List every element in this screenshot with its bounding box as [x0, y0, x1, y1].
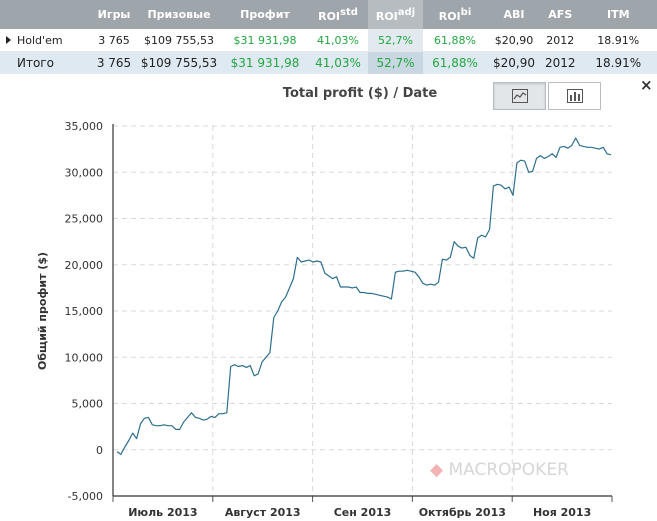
bar-chart-icon: [566, 89, 583, 103]
cell-prize: $109 755,53: [136, 29, 222, 52]
x-tick-label: Ноя 2013: [533, 506, 591, 519]
y-tick-label: 5,000: [72, 398, 104, 411]
stats-header-row: Игры Призовые Профит ROIstd ROIadj ROIbi…: [0, 0, 657, 29]
chart-title: Total profit ($) / Date: [282, 86, 438, 101]
y-axis-label: Общий профит ($): [36, 252, 49, 370]
cell-roi-bi: 61,88%: [423, 29, 487, 52]
cell-roi-adj: 52,7%: [368, 29, 423, 52]
header-roi-std[interactable]: ROIstd: [308, 0, 368, 29]
close-icon[interactable]: ×: [640, 76, 653, 94]
y-tick-label: 35,000: [65, 120, 104, 133]
y-tick-label: 30,000: [65, 166, 104, 179]
stats-table: Игры Призовые Профит ROIstd ROIadj ROIbi…: [0, 0, 657, 74]
header-roi-bi[interactable]: ROIbi: [423, 0, 487, 29]
header-profit[interactable]: Профит: [222, 0, 308, 29]
y-tick-label: 15,000: [65, 305, 104, 318]
cell-abi: $20,90: [487, 29, 541, 52]
x-tick-label: Сен 2013: [334, 506, 392, 519]
header-games[interactable]: Игры: [92, 0, 136, 29]
bar-view-button[interactable]: [548, 82, 601, 110]
table-row-total: Итого 3 765 $109 755,53 $31 931,98 41,03…: [0, 51, 657, 74]
header-abi[interactable]: ABI: [487, 0, 541, 29]
y-tick-label: 0: [96, 444, 103, 457]
cell-roi-std: 41,03%: [308, 29, 368, 52]
y-axis: -5,000 0 5,000 10,000 15,000 20,000 25,000 30,0…: [65, 120, 114, 503]
line-chart-icon: [511, 89, 528, 103]
cell-abi: $20,90: [487, 51, 541, 74]
x-tick-label: Август 2013: [225, 506, 301, 519]
cell-itm: 18.91%: [579, 29, 657, 52]
header-afs[interactable]: AFS: [541, 0, 580, 29]
profit-series-line: [116, 137, 612, 455]
header-name: [0, 0, 92, 29]
cell-games: 3 765: [92, 51, 136, 74]
chart-series: [116, 137, 612, 455]
expand-triangle-icon[interactable]: [6, 35, 11, 44]
cell-profit: $31 931,98: [222, 29, 308, 52]
chart-grid: [113, 125, 612, 497]
macropoker-watermark: ◆ MACROPOKER: [430, 460, 569, 480]
y-tick-label: 25,000: [65, 213, 104, 226]
x-tick-label: Октябрь 2013: [419, 506, 506, 519]
cell-afs: 2012: [541, 29, 580, 52]
watermark-diamond-icon: ◆: [430, 460, 444, 480]
cell-afs: 2012: [541, 51, 580, 74]
y-tick-label: 20,000: [65, 259, 104, 272]
cell-roi-bi: 61,88%: [423, 51, 487, 74]
line-view-button[interactable]: [493, 82, 546, 110]
cell-profit: $31 931,98: [222, 51, 308, 74]
cell-games: 3 765: [92, 29, 136, 52]
x-tick-label: Июль 2013: [128, 506, 197, 519]
header-roi-adj[interactable]: ROIadj: [368, 0, 423, 29]
y-tick-label: 10,000: [65, 351, 104, 364]
header-prize[interactable]: Призовые: [136, 0, 222, 29]
cell-prize: $109 755,53: [136, 51, 222, 74]
cell-roi-adj: 52,7%: [368, 51, 423, 74]
profit-line-chart: -5,000 0 5,000 10,000 15,000 20,000 25,000 30,0…: [36, 120, 613, 519]
x-axis: Июль 2013 Август 2013 Сен 2013 Октябрь 2013…: [112, 495, 613, 519]
header-itm[interactable]: ITM: [579, 0, 657, 29]
cell-itm: 18.91%: [579, 51, 657, 74]
cell-total-name: Итого: [0, 51, 92, 74]
cell-roi-std: 41,03%: [308, 51, 368, 74]
row-name-cell[interactable]: Hold'em: [0, 29, 92, 52]
y-tick-label: -5,000: [68, 490, 103, 503]
table-row[interactable]: Hold'em 3 765 $109 755,53 $31 931,98 41,…: [0, 29, 657, 52]
